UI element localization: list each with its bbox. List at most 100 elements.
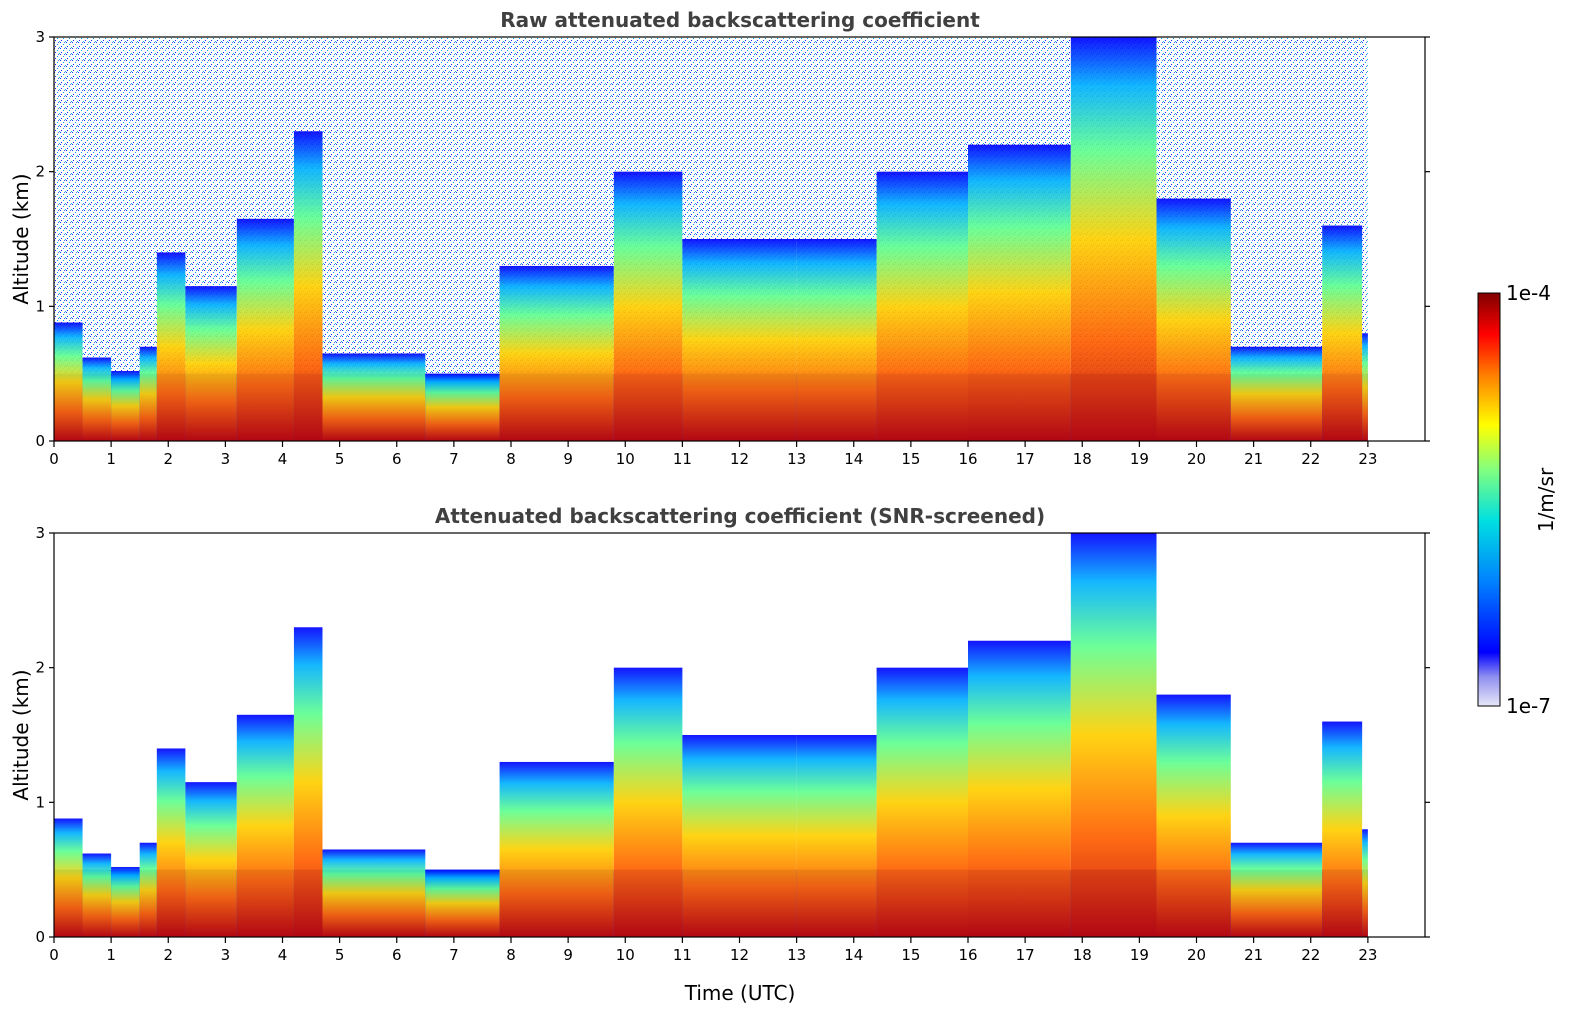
- panel-screened-ytick-label-0: 0: [35, 928, 45, 946]
- colorbar-max-label: 1e-4: [1506, 281, 1551, 305]
- panel-raw-xtick-label-12: 12: [730, 450, 749, 468]
- panel-raw-axes: 0 1 2 3 4 5 6 7 8 9 10 11 12 13 14 15 16 17 18 19 20 21 22 2301…: [35, 28, 1430, 468]
- panel-raw-xtick-label-2: 2: [163, 450, 173, 468]
- panel-raw-feature-9: [425, 373, 500, 441]
- panel-screened-axes: 0 1 2 3 4 5 6 7 8 9 10 11 12 13 14 15 16 17 18 19 20 21 22 2301…: [35, 524, 1430, 964]
- panel-screened: Attenuated backscattering coefficient (S…: [9, 504, 1430, 1005]
- panel-screened-xtick-label-3: 3: [221, 946, 231, 964]
- panel-raw-feature-6: [236, 218, 294, 441]
- panel-raw-feature-17: [1156, 198, 1231, 441]
- panel-screened-xtick-label-16: 16: [958, 946, 977, 964]
- panel-screened-xtick-label-6: 6: [392, 946, 402, 964]
- panel-screened-feature-6: [236, 714, 294, 937]
- panel-screened-feature-18: [1230, 842, 1323, 937]
- panel-screened-plot-area: [54, 533, 1425, 937]
- panel-screened-ytick-label-3: 3: [35, 524, 45, 542]
- panel-raw-feature-11: [613, 171, 683, 441]
- panel-raw-feature-19: [1322, 225, 1363, 441]
- panel-raw-feature-3: [139, 346, 157, 441]
- panel-screened-feature-14: [876, 667, 968, 937]
- panel-screened-xtick-label-13: 13: [787, 946, 806, 964]
- panel-raw-xtick-label-7: 7: [449, 450, 459, 468]
- panel-raw-feature-13: [796, 239, 877, 441]
- panel-screened-feature-16: [1070, 533, 1157, 937]
- panel-raw-plot-area: [54, 37, 1425, 441]
- panel-raw-xtick-label-4: 4: [278, 450, 288, 468]
- panel-raw-ytick-label-1: 1: [35, 297, 45, 315]
- panel-screened-feature-8: [322, 849, 426, 937]
- panel-raw-xtick-label-21: 21: [1244, 450, 1263, 468]
- panel-screened-feature-13: [796, 735, 877, 937]
- panel-screened-feature-4: [156, 748, 186, 937]
- panel-screened-feature-20: [1362, 829, 1368, 937]
- panel-screened-xtick-label-23: 23: [1358, 946, 1377, 964]
- panel-screened-ytick-label-2: 2: [35, 659, 45, 677]
- panel-raw-xtick-label-3: 3: [221, 450, 231, 468]
- panel-raw-xtick-label-13: 13: [787, 450, 806, 468]
- panel-screened-feature-11: [613, 667, 683, 937]
- panel-screened-feature-3: [139, 842, 157, 937]
- panel-screened-xtick-label-4: 4: [278, 946, 288, 964]
- panel-raw-feature-12: [682, 239, 797, 441]
- panel-screened-xtick-label-18: 18: [1073, 946, 1092, 964]
- colorbar-label: 1/m/sr: [1534, 467, 1558, 532]
- panel-raw-xtick-label-14: 14: [844, 450, 863, 468]
- panel-screened-xtick-label-19: 19: [1130, 946, 1149, 964]
- panel-raw-xtick-label-22: 22: [1301, 450, 1320, 468]
- panel-raw-xtick-label-1: 1: [106, 450, 116, 468]
- panel-screened-feature-17: [1156, 694, 1231, 937]
- panel-raw-feature-4: [156, 252, 186, 441]
- panel-raw-xtick-label-11: 11: [673, 450, 692, 468]
- panel-raw-ytick-label-0: 0: [35, 432, 45, 450]
- panel-screened-xtick-label-11: 11: [673, 946, 692, 964]
- panel-screened-xtick-label-17: 17: [1016, 946, 1035, 964]
- panel-raw-feature-14: [876, 171, 968, 441]
- panel-screened-feature-7: [293, 627, 323, 937]
- panel-screened-xtick-label-8: 8: [506, 946, 516, 964]
- panel-screened-xtick-label-20: 20: [1187, 946, 1206, 964]
- panel-screened-feature-2: [111, 866, 140, 937]
- panel-raw-xtick-label-23: 23: [1358, 450, 1377, 468]
- panel-raw-ytick-label-2: 2: [35, 163, 45, 181]
- panel-screened-xtick-label-15: 15: [901, 946, 920, 964]
- panel-raw-xtick-label-5: 5: [335, 450, 345, 468]
- panel-screened-xtick-label-22: 22: [1301, 946, 1320, 964]
- panel-screened-feature-12: [682, 735, 797, 937]
- panel-raw-xtick-label-0: 0: [49, 450, 59, 468]
- panel-raw-feature-2: [111, 370, 140, 441]
- panel-screened-feature-19: [1322, 721, 1363, 937]
- panel-raw-xtick-label-8: 8: [506, 450, 516, 468]
- panel-raw-xtick-label-10: 10: [616, 450, 635, 468]
- panel-raw-feature-1: [82, 357, 112, 441]
- panel-raw-feature-18: [1230, 346, 1323, 441]
- panel-screened-feature-1: [82, 853, 112, 937]
- panel-raw-xtick-label-6: 6: [392, 450, 402, 468]
- panel-screened-xtick-label-2: 2: [163, 946, 173, 964]
- panel-screened-xtick-label-12: 12: [730, 946, 749, 964]
- panel-raw-feature-0: [54, 322, 83, 441]
- panel-raw-feature-10: [499, 265, 614, 441]
- panel-screened-xtick-label-0: 0: [49, 946, 59, 964]
- panel-screened-feature-0: [54, 818, 83, 937]
- colorbar-min-label: 1e-7: [1506, 694, 1551, 718]
- colorbar: 1e-4 1e-7 1/m/sr: [1477, 281, 1558, 718]
- panel-raw-title: Raw attenuated backscattering coefficien…: [500, 8, 980, 32]
- panel-screened-xtick-label-10: 10: [616, 946, 635, 964]
- colorbar-gradient: [1477, 292, 1501, 707]
- panel-raw-xtick-label-15: 15: [901, 450, 920, 468]
- panel-raw-feature-15: [968, 144, 1071, 441]
- panel-raw-feature-5: [185, 286, 237, 441]
- panel-raw-xtick-label-18: 18: [1073, 450, 1092, 468]
- panel-raw-xtick-label-16: 16: [958, 450, 977, 468]
- panel-screened-feature-5: [185, 782, 237, 937]
- panel-raw: Raw attenuated backscattering coefficien…: [9, 8, 1430, 468]
- panel-raw-xtick-label-9: 9: [563, 450, 573, 468]
- panel-raw-ytick-label-3: 3: [35, 28, 45, 46]
- panel-raw-ylabel: Altitude (km): [9, 173, 33, 304]
- panel-screened-xtick-label-9: 9: [563, 946, 573, 964]
- panel-raw-xtick-label-19: 19: [1130, 450, 1149, 468]
- panel-screened-title: Attenuated backscattering coefficient (S…: [435, 504, 1045, 528]
- panel-screened-xtick-label-14: 14: [844, 946, 863, 964]
- panel-raw-feature-20: [1362, 333, 1368, 441]
- panel-screened-ylabel: Altitude (km): [9, 669, 33, 800]
